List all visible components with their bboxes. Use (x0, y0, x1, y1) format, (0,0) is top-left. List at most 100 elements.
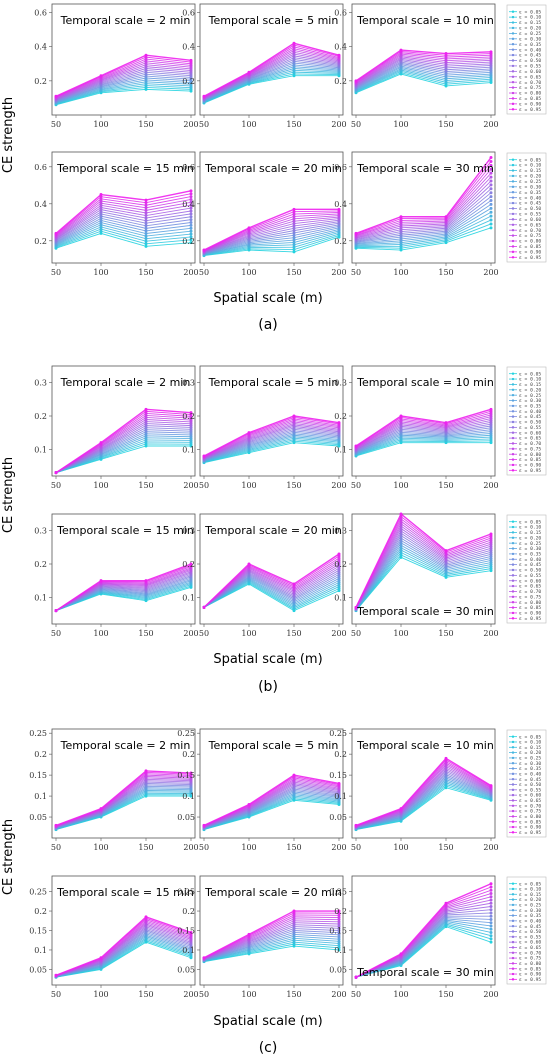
x-tick-label: 150 (286, 481, 301, 490)
series-point (399, 555, 403, 559)
series-line (355, 425, 492, 452)
series-point (489, 914, 493, 918)
legend-entry: ε = 0.55 (519, 64, 541, 70)
series-line (203, 576, 340, 608)
legend-marker (511, 967, 515, 970)
series-point (337, 937, 341, 941)
x-tick-label: 50 (51, 268, 61, 277)
legend-entry: ε = 0.90 (519, 825, 541, 831)
series-point (292, 414, 296, 418)
series-line (203, 46, 340, 98)
series-line (55, 54, 192, 97)
series-line (355, 783, 492, 830)
x-tick-label: 100 (241, 843, 256, 852)
subfigure-label: (c) (259, 1040, 278, 1056)
legend-marker (511, 962, 515, 965)
x-tick-label: 200 (483, 990, 498, 999)
series-line (355, 414, 492, 449)
legend-marker (511, 463, 515, 467)
y-tick-label: 0.1 (34, 946, 47, 955)
series-line (203, 55, 340, 100)
series-line (355, 785, 492, 830)
legend-entry: ε = 0.10 (519, 740, 541, 746)
legend-entry: ε = 0.90 (519, 611, 541, 617)
y-axis-label: CE strength (1, 819, 16, 895)
x-tick-label: 200 (483, 629, 498, 638)
series-line (355, 73, 492, 94)
x-tick-label: 150 (438, 843, 453, 852)
series-line (203, 48, 340, 98)
series-point (337, 918, 341, 922)
series-point (489, 901, 493, 905)
panel-title: Temporal scale = 5 min (208, 14, 339, 27)
y-tick-label: 0.2 (182, 412, 195, 421)
series-line (55, 916, 192, 976)
x-tick-label: 50 (51, 481, 61, 490)
series-line (203, 930, 340, 961)
series-line (203, 415, 340, 457)
series-point (247, 226, 251, 230)
series-line (203, 42, 340, 97)
series-line (355, 219, 492, 248)
series-point (189, 192, 193, 196)
series-line (355, 779, 492, 829)
series-line (55, 58, 192, 98)
legend-entry: ε = 0.25 (519, 393, 541, 399)
y-tick-label: 0.3 (334, 379, 347, 388)
legend-marker (511, 469, 515, 472)
legend-marker (511, 595, 515, 599)
series-line (55, 66, 192, 100)
legend-marker (511, 59, 515, 62)
series-line (355, 440, 492, 456)
series-line (203, 924, 340, 960)
x-tick-label: 50 (199, 268, 209, 277)
x-tick-label: 50 (199, 629, 209, 638)
x-tick-label: 150 (138, 629, 153, 638)
x-tick-label: 100 (393, 481, 408, 490)
series-point (337, 948, 341, 952)
x-tick-label: 150 (438, 268, 453, 277)
x-tick-label: 200 (183, 629, 198, 638)
series-point (189, 200, 193, 204)
panel-title: Temporal scale = 30 min (356, 966, 494, 979)
panel-title: Temporal scale = 20 min (204, 886, 342, 899)
panel-3: 50 100 150 200 0.05 0.1 0.15 0.2 0.25 Temporal sc… (329, 728, 499, 852)
y-tick-label: 0.25 (177, 729, 195, 738)
y-tick-label: 0.6 (334, 163, 347, 172)
legend-entry: ε = 0.30 (519, 908, 541, 914)
legend-marker (511, 740, 515, 744)
legend-entry: ε = 0.15 (519, 530, 541, 536)
series-point (292, 219, 296, 223)
series-line (203, 418, 340, 458)
x-tick-label: 200 (331, 268, 346, 277)
series-line (355, 537, 492, 610)
legend-marker (511, 426, 515, 429)
panel-title: Temporal scale = 10 min (356, 739, 494, 752)
legend-marker (511, 377, 515, 381)
x-tick-label: 150 (438, 481, 453, 490)
series-point (99, 212, 103, 216)
series-line (203, 57, 340, 100)
series-point (292, 231, 296, 235)
series-point (99, 227, 103, 231)
y-tick-label: 0.2 (334, 560, 347, 569)
legend-marker (511, 541, 515, 545)
legend: ε = 0.05ε = 0.10ε = 0.15ε = 0.20ε = 0.25… (506, 152, 547, 263)
x-tick-label: 200 (483, 268, 498, 277)
series-line (203, 75, 339, 104)
series-point (99, 208, 103, 212)
series-point (489, 183, 493, 187)
series-point (354, 605, 358, 609)
y-tick-label: 0.2 (182, 237, 195, 246)
x-tick-label: 100 (241, 990, 256, 999)
y-tick-label: 0.3 (334, 527, 347, 536)
x-tick-label: 200 (183, 990, 198, 999)
x-tick-label: 50 (199, 843, 209, 852)
series-point (189, 212, 193, 216)
series-line (55, 87, 192, 105)
series-line (203, 440, 340, 463)
legend-marker (511, 43, 515, 46)
legend-entry: ε = 0.75 (519, 233, 541, 239)
legend-entry: ε = 0.20 (519, 535, 541, 541)
